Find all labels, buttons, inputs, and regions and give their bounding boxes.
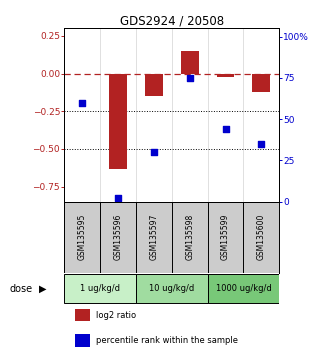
Bar — [75, 309, 90, 321]
Bar — [208, 274, 279, 303]
Bar — [252, 74, 270, 92]
Bar — [109, 74, 127, 169]
Point — [223, 126, 228, 132]
Text: GSM135595: GSM135595 — [78, 214, 87, 261]
Text: percentile rank within the sample: percentile rank within the sample — [96, 336, 239, 345]
Text: GSM135600: GSM135600 — [257, 214, 266, 261]
Text: 1 ug/kg/d: 1 ug/kg/d — [80, 284, 120, 293]
Bar — [136, 274, 208, 303]
Bar — [145, 74, 163, 96]
Text: ▶: ▶ — [39, 284, 46, 293]
Bar — [181, 51, 199, 74]
Title: GDS2924 / 20508: GDS2924 / 20508 — [120, 14, 224, 27]
Text: 1000 ug/kg/d: 1000 ug/kg/d — [215, 284, 271, 293]
Text: log2 ratio: log2 ratio — [96, 310, 137, 320]
Text: GSM135598: GSM135598 — [185, 214, 194, 260]
Point — [116, 196, 121, 201]
Text: GSM135597: GSM135597 — [149, 214, 158, 261]
Text: dose: dose — [10, 284, 33, 293]
Point — [187, 75, 192, 81]
Point — [80, 100, 85, 105]
Bar — [75, 334, 90, 347]
Text: 10 ug/kg/d: 10 ug/kg/d — [149, 284, 194, 293]
Text: GSM135596: GSM135596 — [113, 214, 123, 261]
Text: GSM135599: GSM135599 — [221, 214, 230, 261]
Point — [259, 141, 264, 147]
Bar — [64, 274, 136, 303]
Point — [151, 149, 156, 155]
Bar — [217, 74, 234, 76]
